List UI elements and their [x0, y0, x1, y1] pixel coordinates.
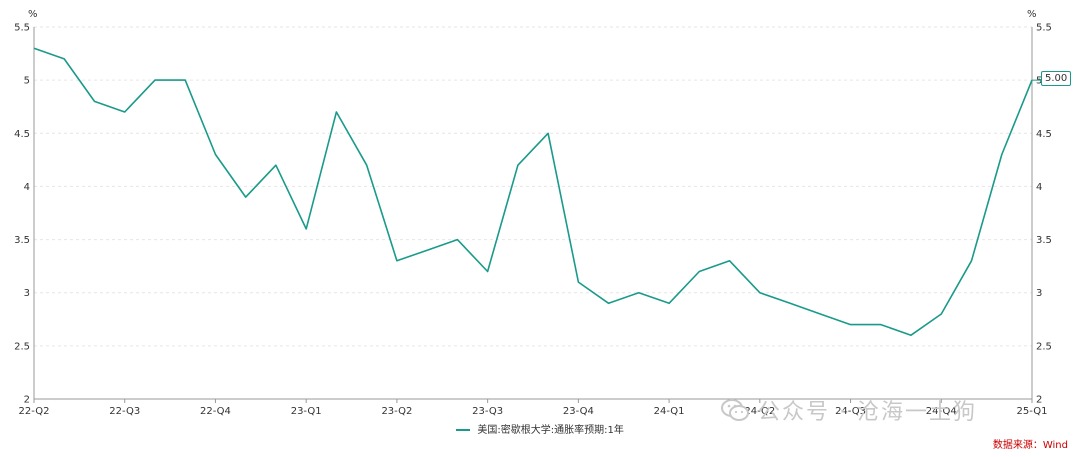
right-y-ticks: 2 2.5 3 3.5 4 4.5 5 5.5: [1036, 23, 1052, 406]
x-tick-label: 23-Q2: [381, 406, 412, 417]
legend-label: 美国:密歇根大学:通胀率预期:1年: [477, 425, 624, 436]
right-y-tick-label: 2.5: [1036, 341, 1052, 352]
x-tick-label: 24-Q2: [744, 406, 775, 417]
right-y-tick-label: 5.5: [1036, 23, 1052, 34]
x-tick-label: 23-Q4: [563, 406, 594, 417]
left-y-tick-label: 4.5: [14, 129, 30, 140]
left-axis-unit: %: [28, 9, 38, 20]
legend-swatch: [456, 429, 471, 431]
right-y-tick-label: 4.5: [1036, 129, 1052, 140]
right-y-tick-label: 5: [1036, 76, 1042, 87]
x-tick-label: 23-Q1: [291, 406, 322, 417]
left-y-tick-label: 5: [24, 76, 30, 87]
watermark-text: 公众号 · 沧海一土狗: [758, 400, 977, 425]
left-y-ticks: 2 2.5 3 3.5 4 4.5 5 5.5: [14, 23, 30, 406]
x-ticks: 22-Q2 22-Q3 22-Q4 23-Q1 23-Q2 23-Q3 23-Q4 24-Q1…: [19, 399, 1048, 417]
wechat-icon: [721, 399, 749, 421]
right-y-tick-label: 3: [1036, 288, 1042, 299]
series-layer: [33, 47, 1041, 337]
x-tick-label: 25-Q1: [1017, 406, 1048, 417]
x-tick-label: 24-Q1: [654, 406, 685, 417]
x-tick-label: 22-Q2: [19, 406, 50, 417]
left-y-tick-label: 3.5: [14, 235, 30, 246]
x-tick-label: 22-Q4: [200, 406, 231, 417]
right-axis-unit: %: [1027, 9, 1037, 20]
left-y-tick-label: 3: [24, 288, 30, 299]
legend: 美国:密歇根大学:通胀率预期:1年: [0, 421, 1080, 436]
series-line: [33, 47, 1033, 337]
right-y-tick-label: 4: [1036, 182, 1042, 193]
x-tick-label: 22-Q3: [109, 406, 140, 417]
left-y-tick-label: 5.5: [14, 23, 30, 34]
left-y-tick-label: 2: [24, 395, 30, 406]
grid-lines: [34, 26, 1032, 347]
left-y-tick-label: 4: [24, 182, 30, 193]
data-source: 数据来源：Wind: [992, 440, 1068, 451]
axes: % %: [28, 9, 1037, 400]
x-tick-label: 23-Q3: [472, 406, 503, 417]
last-value-label: 5.00: [1041, 71, 1072, 86]
right-y-tick-label: 3.5: [1036, 235, 1052, 246]
watermark: 公众号 · 沧海一土狗: [720, 394, 977, 426]
left-y-tick-label: 2.5: [14, 341, 30, 352]
x-tick-label: 24-Q3: [835, 406, 866, 417]
x-tick-label: 24-Q4: [926, 406, 957, 417]
right-y-tick-label: 2: [1036, 395, 1042, 406]
